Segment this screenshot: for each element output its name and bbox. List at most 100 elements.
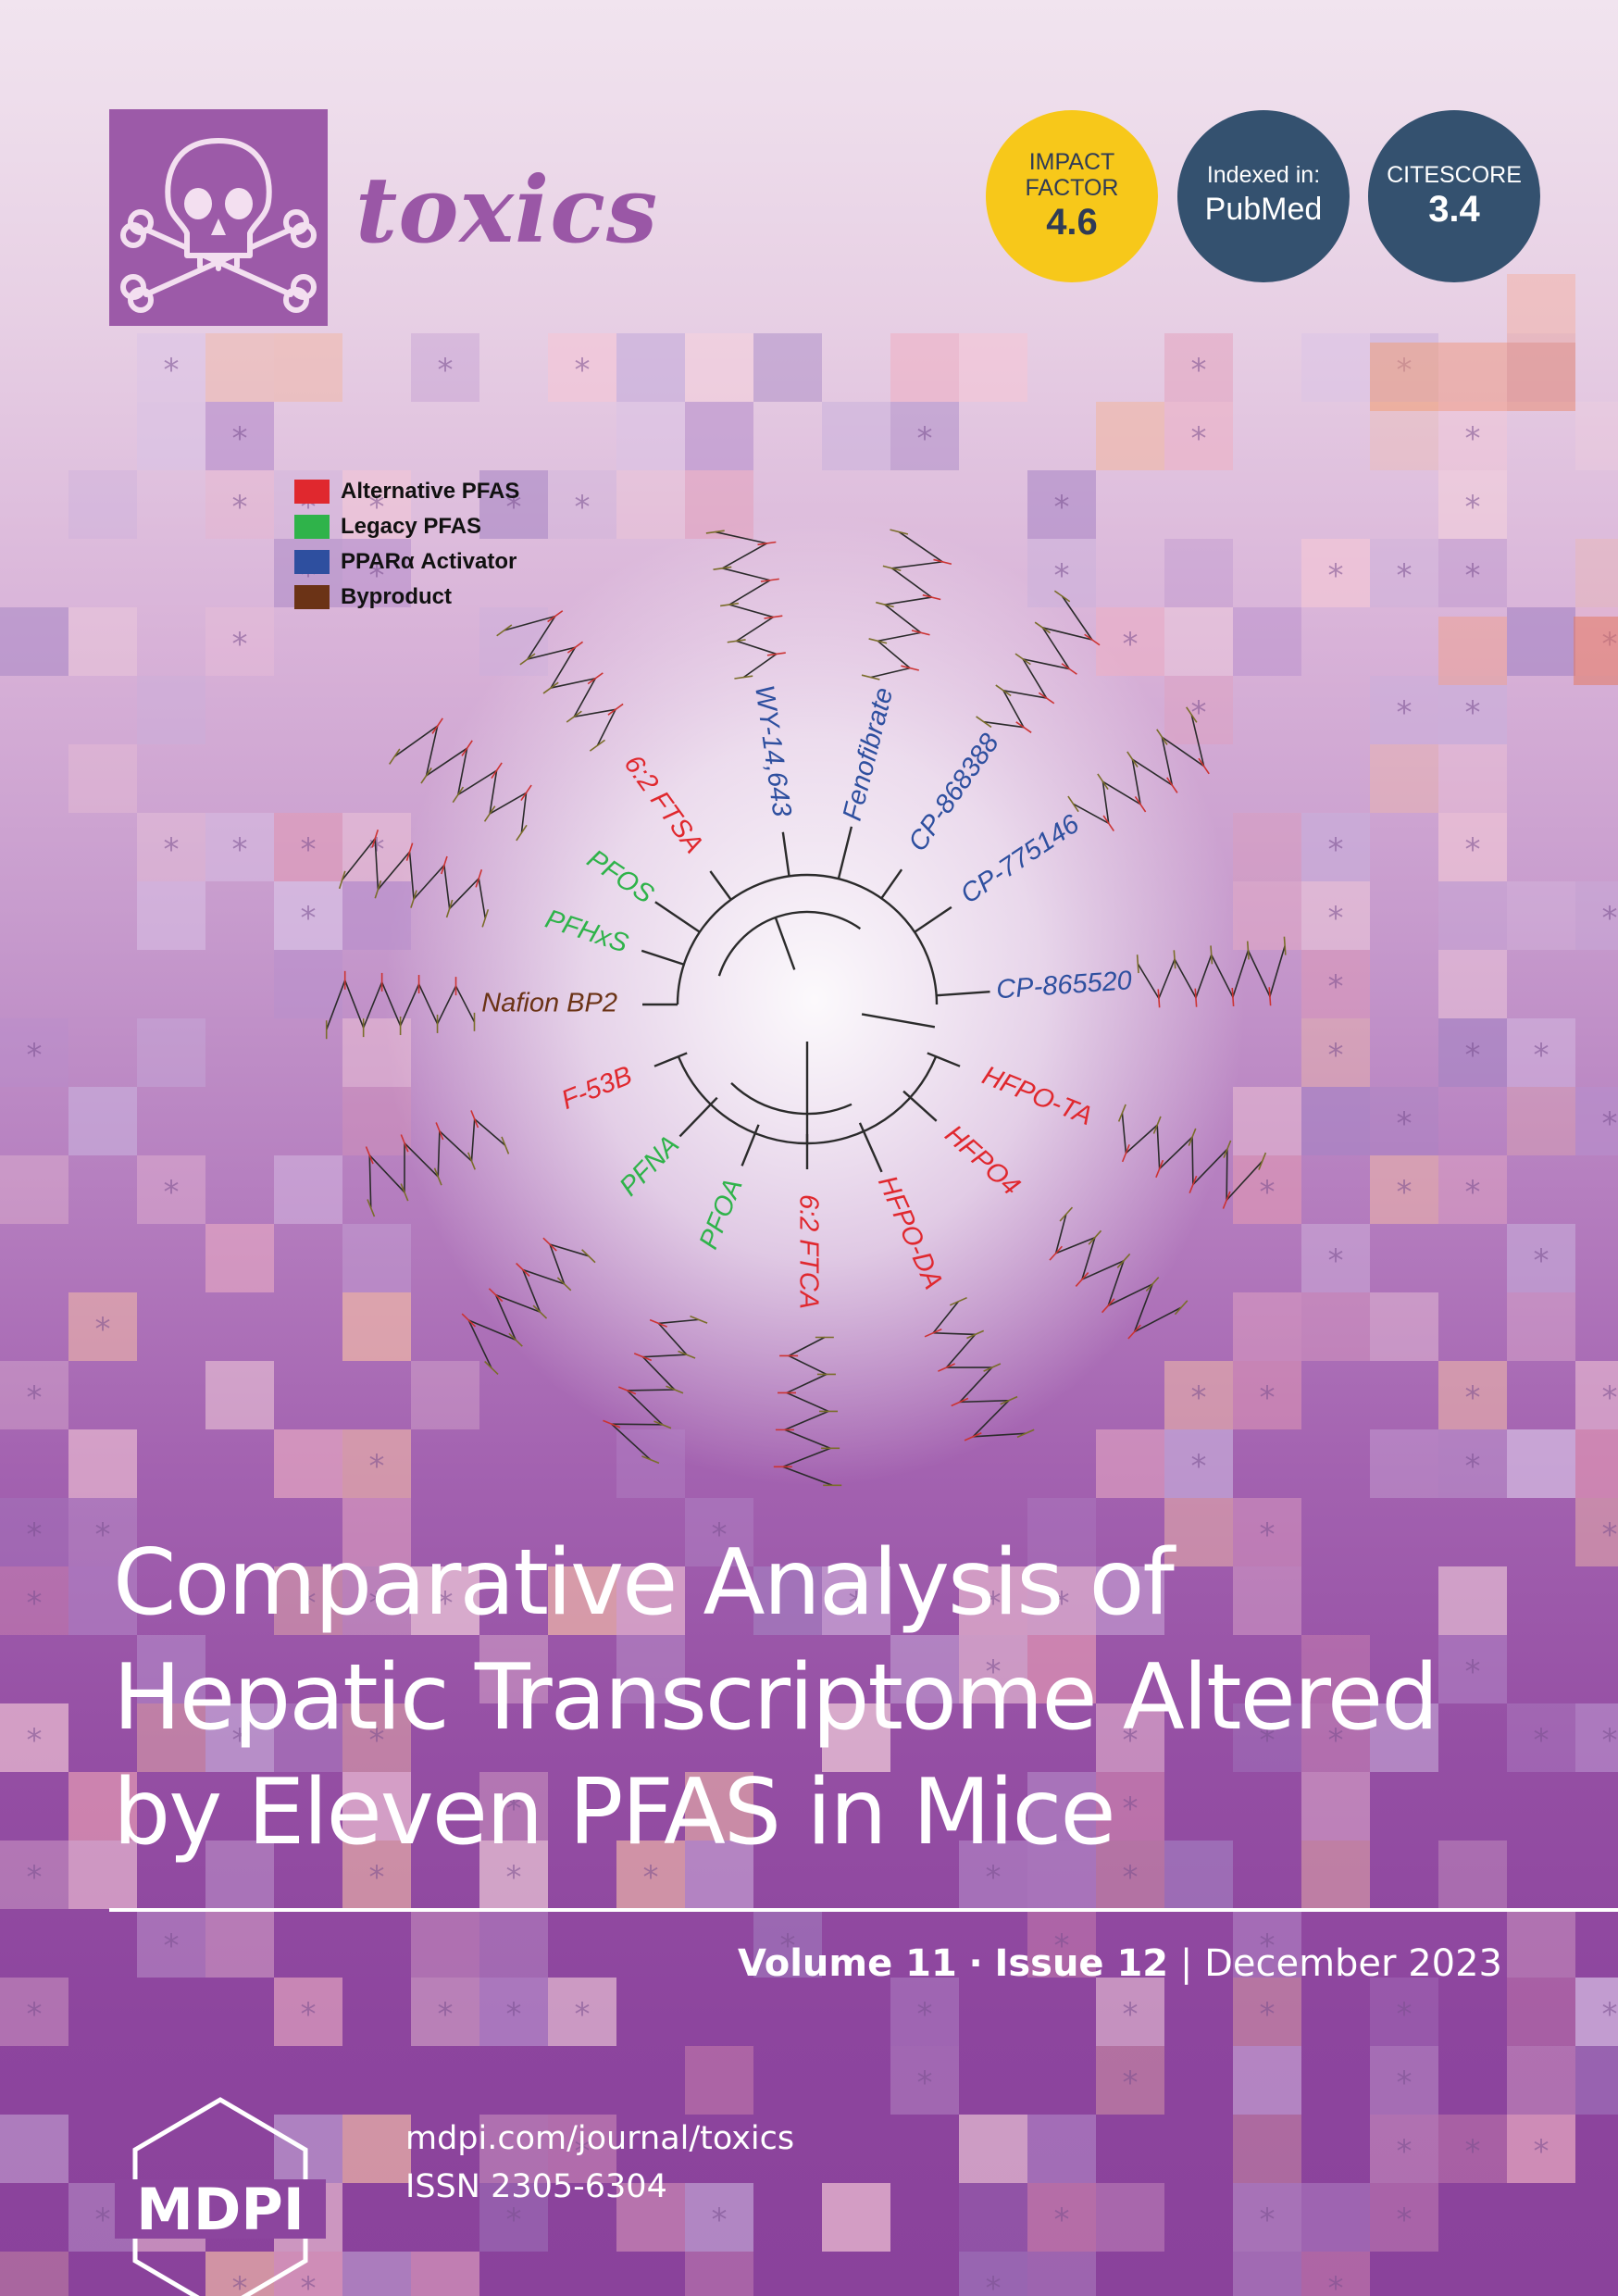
heatmap-tile: [616, 333, 685, 402]
impact-factor-badge: IMPACT FACTOR 4.6: [986, 110, 1158, 282]
heatmap-tile: [205, 470, 274, 539]
publisher-name: MDPI: [136, 2176, 305, 2243]
heatmap-tile: [342, 2252, 411, 2296]
heatmap-tile: [1027, 1909, 1096, 1978]
dendrogram-branch: [709, 870, 732, 901]
heatmap-tile: [616, 470, 685, 539]
heatmap-tile: [1301, 1087, 1370, 1155]
heatmap-asterisk: *: [369, 489, 385, 526]
heatmap-tile: [1301, 1292, 1370, 1361]
heatmap-tile: [1438, 1018, 1507, 1087]
heatmap-tile: [1507, 2115, 1575, 2183]
compound-label: PFOA: [694, 1175, 749, 1254]
heatmap-asterisk: *: [1534, 2133, 1550, 2170]
impact-factor-line1: IMPACT: [1028, 149, 1115, 175]
heatmap-tile: [1370, 1978, 1438, 2046]
heatmap-tile: [205, 607, 274, 676]
heatmap-asterisk: *: [1260, 1516, 1276, 1554]
heatmap-tile: [342, 470, 411, 539]
heatmap-tile: [342, 2115, 411, 2183]
heatmap-asterisk: *: [1465, 1448, 1481, 1485]
legend-item: Alternative PFAS: [294, 474, 519, 509]
issue-separator: ·: [968, 1942, 983, 1985]
dendrogram-branch: [880, 868, 903, 900]
compound-label: Fenofibrate: [838, 685, 900, 824]
heatmap-asterisk: *: [1397, 557, 1413, 594]
legend-label: Byproduct: [341, 584, 452, 609]
heatmap-asterisk: *: [780, 1928, 796, 1965]
heatmap-tile: [1507, 1018, 1575, 1087]
heatmap-tile: [1438, 2115, 1507, 2183]
heatmap-tile: [342, 539, 411, 607]
molecule-structure: [924, 1296, 1035, 1441]
heatmap-tile: [1164, 1429, 1233, 1498]
heatmap-asterisk: *: [1397, 2133, 1413, 2170]
heatmap-tile: [1438, 950, 1507, 1018]
compound-label: 6:2 FTSA: [618, 750, 709, 859]
heatmap-tile: [411, 1978, 479, 2046]
heatmap-tile: [959, 2115, 1027, 2183]
molecule-structure: [365, 1110, 510, 1217]
heatmap-asterisk: *: [164, 352, 180, 389]
heatmap-asterisk: *: [575, 1996, 591, 2033]
heatmap-tile: [1301, 333, 1370, 402]
heatmap-tile: [1575, 1361, 1618, 1429]
heatmap-tile: [1575, 2046, 1618, 2115]
heatmap-tile: [342, 1703, 411, 1772]
divider-rule: [109, 1908, 1618, 1912]
molecule-structure: [1117, 1104, 1267, 1209]
indexed-label: Indexed in:: [1206, 162, 1321, 188]
heatmap-tile: [1301, 2183, 1370, 2252]
heatmap-tile: [0, 1841, 68, 1909]
heatmap-tile: [0, 1498, 68, 1566]
heatmap-asterisk: *: [575, 352, 591, 389]
heatmap-asterisk: *: [986, 1859, 1002, 1896]
heatmap-tile: [1096, 607, 1164, 676]
heatmap-tile: [1507, 1087, 1575, 1155]
heatmap-tile: [1233, 2252, 1301, 2296]
heatmap-tile: [137, 1018, 205, 1087]
skull-crossbones-icon: [120, 138, 317, 313]
heatmap-tile: [685, 1498, 753, 1566]
heatmap-tile: [1438, 402, 1507, 470]
heatmap-tile: [890, 402, 959, 470]
heatmap-asterisk: *: [301, 900, 317, 937]
heatmap-tile: [1027, 1566, 1096, 1635]
heatmap-tile: [342, 1018, 411, 1087]
heatmap-tile: [479, 2183, 548, 2252]
heatmap-tile: [1027, 2183, 1096, 2252]
journal-url[interactable]: mdpi.com/journal/toxics: [405, 2120, 795, 2157]
heatmap-tile: [1096, 2046, 1164, 2115]
heatmap-tile: [68, 1841, 137, 1909]
heatmap-asterisk: *: [232, 2270, 248, 2296]
heatmap-tile: [1438, 881, 1507, 950]
heatmap-tile: [479, 1635, 548, 1703]
heatmap-asterisk: *: [575, 2133, 591, 2170]
heatmap-asterisk: *: [232, 420, 248, 457]
legend-label: Legacy PFAS: [341, 514, 482, 539]
heatmap-asterisk: *: [27, 1722, 43, 1759]
heatmap-tile: [205, 333, 274, 402]
heatmap-tile: [1164, 1841, 1233, 1909]
heatmap-tile: [1438, 1566, 1507, 1635]
heatmap-tile: [1507, 1429, 1575, 1498]
heatmap-asterisk: *: [164, 831, 180, 868]
heatmap-asterisk: *: [1054, 489, 1070, 526]
heatmap-tile: [1507, 1292, 1575, 1361]
dendrogram-branch: [858, 1122, 883, 1173]
heatmap-tile: [685, 470, 753, 539]
heatmap-tile: [1370, 1292, 1438, 1361]
article-title: Comparative Analysis of Hepatic Transcri…: [113, 1526, 1557, 1870]
heatmap-tile: [205, 813, 274, 881]
heatmap-tile: [685, 2183, 753, 2252]
heatmap-tile: [1370, 1087, 1438, 1155]
heatmap-tile: [1438, 813, 1507, 881]
dendrogram-branch: [641, 949, 685, 966]
mdpi-logo: MDPI: [115, 2097, 326, 2296]
heatmap-tile: [1370, 2183, 1438, 2252]
heatmap-tile: [1301, 950, 1370, 1018]
heatmap-tile: [1301, 1841, 1370, 1909]
heatmap-asterisk: *: [1602, 900, 1618, 937]
heatmap-tile: [1301, 881, 1370, 950]
